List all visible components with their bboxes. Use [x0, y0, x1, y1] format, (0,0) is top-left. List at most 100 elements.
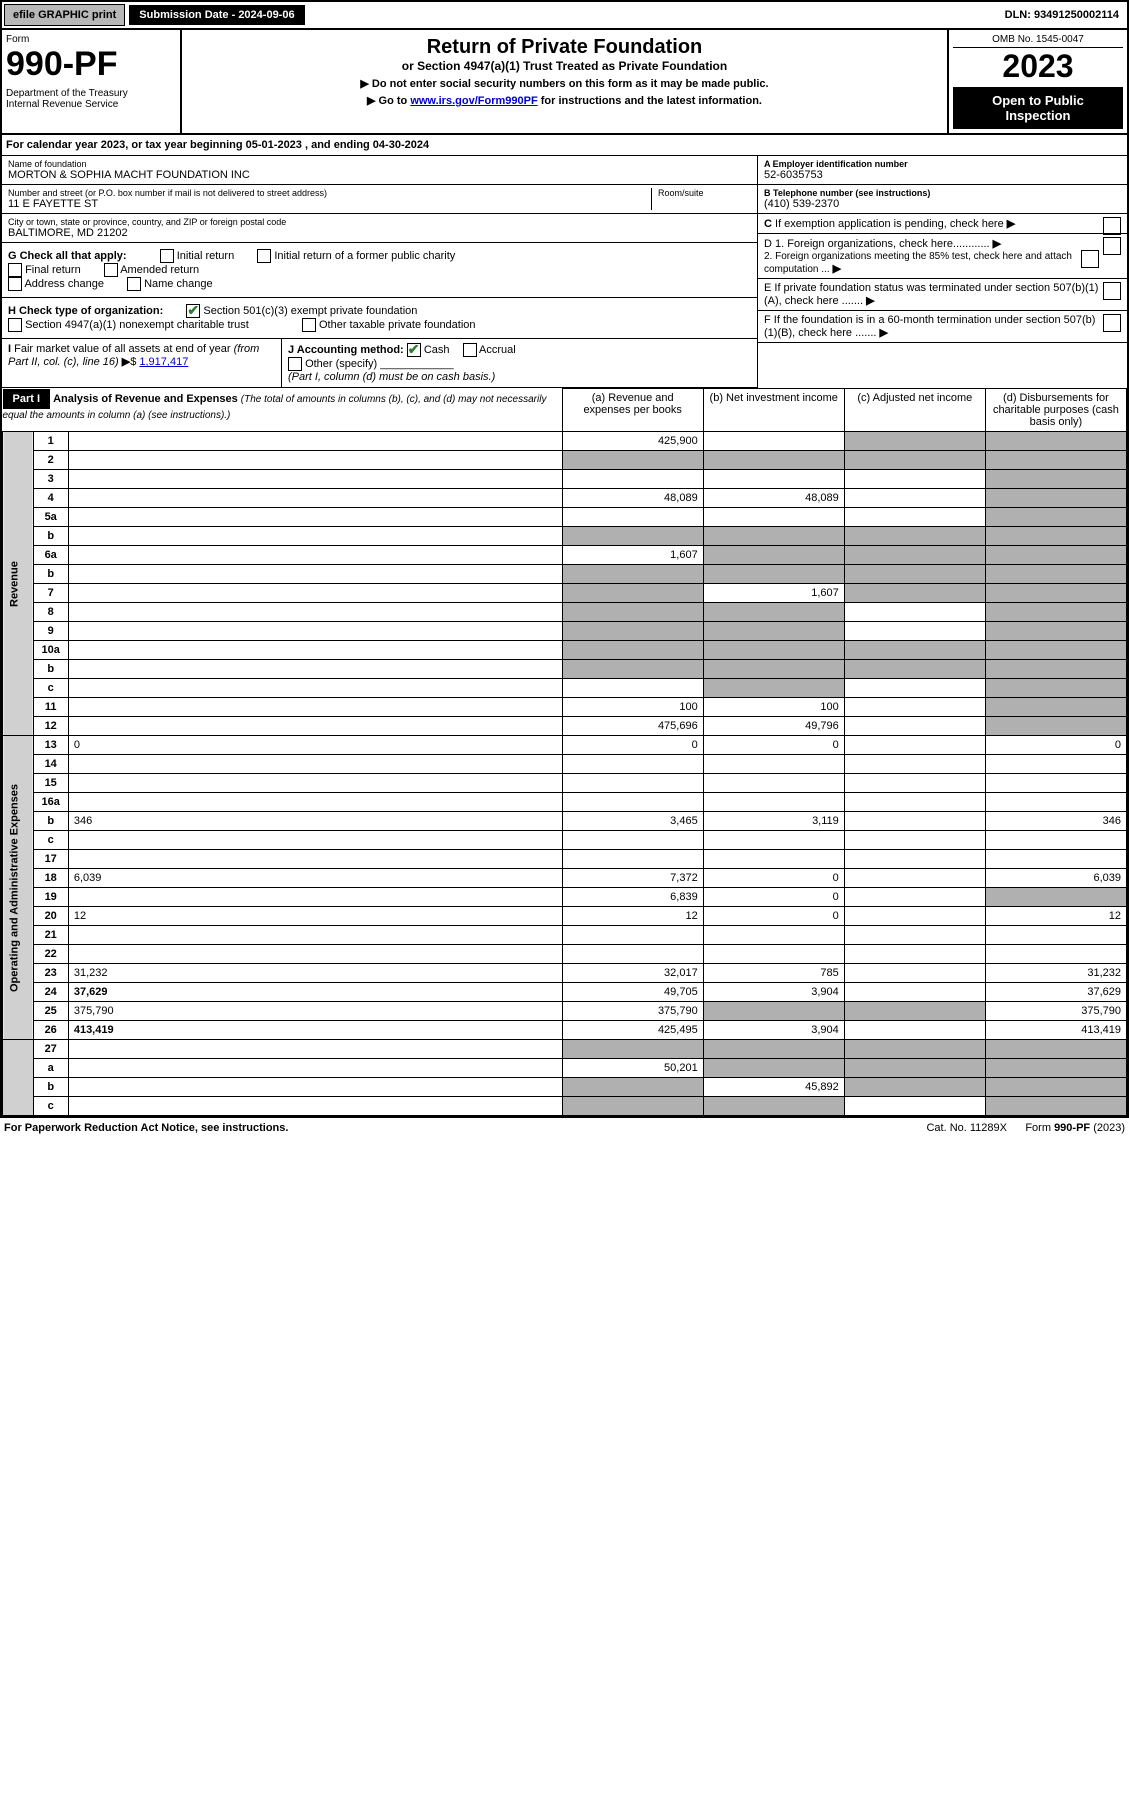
- cell-value: [703, 1002, 844, 1021]
- d2-checkbox[interactable]: [1081, 250, 1099, 268]
- row-number: 26: [33, 1021, 68, 1040]
- cell-value: [985, 565, 1126, 584]
- final-return-checkbox[interactable]: [8, 263, 22, 277]
- form-label: Form: [6, 34, 176, 45]
- cell-value: [844, 698, 985, 717]
- row-description: [68, 698, 562, 717]
- row-number: 11: [33, 698, 68, 717]
- 501c3-checkbox[interactable]: [186, 304, 200, 318]
- cell-value: [985, 774, 1126, 793]
- cell-value: [844, 831, 985, 850]
- dln-number: DLN: 93491250002114: [997, 5, 1127, 25]
- address-change-checkbox[interactable]: [8, 277, 22, 291]
- cell-value: [844, 793, 985, 812]
- row-description: [68, 717, 562, 736]
- cell-value: [985, 1040, 1126, 1059]
- cell-value: [844, 1040, 985, 1059]
- initial-return-checkbox[interactable]: [160, 249, 174, 263]
- row-number: 5a: [33, 508, 68, 527]
- row-description: [68, 793, 562, 812]
- c-checkbox[interactable]: [1103, 217, 1121, 235]
- row-description: [68, 584, 562, 603]
- cell-value: 1,607: [562, 546, 703, 565]
- row-number: 15: [33, 774, 68, 793]
- calendar-year-line: For calendar year 2023, or tax year begi…: [2, 135, 1127, 156]
- cell-value: [985, 755, 1126, 774]
- cell-value: [844, 432, 985, 451]
- cell-value: [703, 1097, 844, 1116]
- cell-value: [703, 432, 844, 451]
- cell-value: [562, 565, 703, 584]
- efile-print-button[interactable]: efile GRAPHIC print: [4, 4, 125, 26]
- cell-value: [562, 527, 703, 546]
- fmv-value[interactable]: 1,917,417: [139, 356, 188, 368]
- cell-value: [703, 622, 844, 641]
- amended-return-checkbox[interactable]: [104, 263, 118, 277]
- cell-value: [562, 679, 703, 698]
- col-c-head: (c) Adjusted net income: [844, 389, 985, 432]
- cash-checkbox[interactable]: [407, 343, 421, 357]
- f-checkbox[interactable]: [1103, 314, 1121, 332]
- irs-link[interactable]: www.irs.gov/Form990PF: [410, 95, 537, 107]
- cell-value: [844, 964, 985, 983]
- row-number: 25: [33, 1002, 68, 1021]
- cell-value: [562, 1078, 703, 1097]
- cell-value: 6,039: [985, 869, 1126, 888]
- cell-value: 425,900: [562, 432, 703, 451]
- cell-value: [703, 755, 844, 774]
- cell-value: [985, 698, 1126, 717]
- cell-value: [844, 888, 985, 907]
- instruction-2: ▶ Go to www.irs.gov/Form990PF for instru…: [188, 94, 941, 107]
- d2-label: 2. Foreign organizations meeting the 85%…: [764, 251, 1072, 275]
- form-title: Return of Private Foundation: [188, 36, 941, 59]
- name-change-checkbox[interactable]: [127, 277, 141, 291]
- cell-value: [562, 660, 703, 679]
- row-description: [68, 831, 562, 850]
- row-number: c: [33, 831, 68, 850]
- cell-value: 0: [985, 736, 1126, 755]
- row-number: 12: [33, 717, 68, 736]
- cell-value: [844, 755, 985, 774]
- tax-year: 2023: [953, 48, 1123, 85]
- cell-value: [562, 622, 703, 641]
- cell-value: [703, 850, 844, 869]
- city-label: City or town, state or province, country…: [8, 217, 751, 227]
- cell-value: [562, 945, 703, 964]
- accrual-checkbox[interactable]: [463, 343, 477, 357]
- cell-value: [703, 831, 844, 850]
- d1-label: D 1. Foreign organizations, check here..…: [764, 238, 990, 250]
- row-description: 12: [68, 907, 562, 926]
- form-subtitle: or Section 4947(a)(1) Trust Treated as P…: [188, 59, 941, 73]
- e-checkbox[interactable]: [1103, 282, 1121, 300]
- row-description: 346: [68, 812, 562, 831]
- row-description: [68, 622, 562, 641]
- cell-value: 3,465: [562, 812, 703, 831]
- section-h: H Check type of organization: Section 50…: [2, 298, 757, 339]
- other-method-checkbox[interactable]: [288, 357, 302, 371]
- row-number: 9: [33, 622, 68, 641]
- d1-checkbox[interactable]: [1103, 237, 1121, 255]
- cell-value: 49,705: [562, 983, 703, 1002]
- foundation-address: 11 E FAYETTE ST: [8, 198, 651, 210]
- cell-value: [844, 679, 985, 698]
- row-number: c: [33, 679, 68, 698]
- 4947a1-checkbox[interactable]: [8, 318, 22, 332]
- row-description: [68, 641, 562, 660]
- cell-value: 48,089: [562, 489, 703, 508]
- cell-value: 7,372: [562, 869, 703, 888]
- cell-value: [844, 717, 985, 736]
- cell-value: [703, 774, 844, 793]
- cell-value: 413,419: [985, 1021, 1126, 1040]
- row-description: [68, 1059, 562, 1078]
- cell-value: [562, 584, 703, 603]
- cell-value: [985, 489, 1126, 508]
- cash-basis-note: (Part I, column (d) must be on cash basi…: [288, 371, 495, 383]
- row-number: 7: [33, 584, 68, 603]
- cell-value: [985, 603, 1126, 622]
- initial-former-checkbox[interactable]: [257, 249, 271, 263]
- cell-value: 785: [703, 964, 844, 983]
- other-taxable-checkbox[interactable]: [302, 318, 316, 332]
- cell-value: [844, 907, 985, 926]
- cell-value: 48,089: [703, 489, 844, 508]
- cell-value: [562, 451, 703, 470]
